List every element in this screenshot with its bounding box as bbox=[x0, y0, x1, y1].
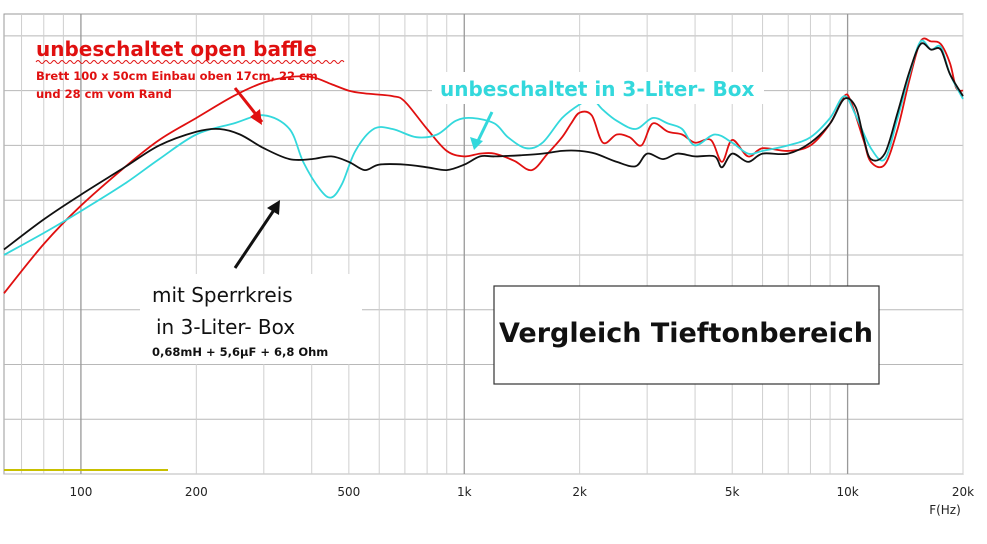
x-tick-label: 2k bbox=[572, 485, 587, 499]
filter-arrowhead bbox=[267, 200, 280, 215]
x-tick-label: 200 bbox=[185, 485, 208, 499]
x-tick-label: 100 bbox=[69, 485, 92, 499]
box-label-background bbox=[432, 72, 764, 104]
box-arrow bbox=[474, 111, 494, 146]
x-tick-label: 1k bbox=[457, 485, 472, 499]
filter-arrow bbox=[233, 206, 278, 269]
series-line-2 bbox=[3, 42, 964, 251]
open-baffle-label: unbeschaltet open baffle bbox=[36, 37, 317, 61]
open-baffle-annotation: unbeschaltet open baffle Brett 100 x 50c… bbox=[35, 37, 345, 125]
x-axis-unit: F(Hz) bbox=[929, 503, 961, 517]
filter-label-line-2: in 3-Liter- Box bbox=[156, 315, 295, 339]
box-annotation: unbeschaltet in 3-Liter- Box bbox=[432, 72, 764, 150]
x-tick-label: 10k bbox=[836, 485, 858, 499]
x-tick-label: 500 bbox=[337, 485, 360, 499]
filter-annotation: mit Sperrkreis in 3-Liter- Box 0,68mH + … bbox=[140, 200, 362, 364]
open-baffle-underline bbox=[35, 60, 345, 64]
chart-title: Vergleich Tieftonbereich bbox=[499, 318, 873, 349]
box-arrowhead bbox=[470, 137, 483, 150]
x-tick-labels: 100 200 500 1k 2k 5k 10k 20k bbox=[69, 485, 974, 499]
series-line-0 bbox=[3, 37, 964, 294]
filter-label-line-1: mit Sperrkreis bbox=[152, 283, 293, 307]
title-box: Vergleich Tieftonbereich bbox=[493, 285, 880, 385]
open-baffle-detail-2: und 28 cm vom Rand bbox=[36, 87, 172, 101]
box-label: unbeschaltet in 3-Liter- Box bbox=[440, 77, 754, 101]
x-tick-label: 20k bbox=[952, 485, 974, 499]
open-baffle-detail-1: Brett 100 x 50cm Einbau oben 17cm, 22 cm bbox=[36, 69, 318, 83]
x-tick-label: 5k bbox=[725, 485, 740, 499]
filter-label-background bbox=[140, 274, 362, 364]
filter-label-line-3: 0,68mH + 5,6µF + 6,8 Ohm bbox=[152, 345, 328, 359]
title-box-frame bbox=[493, 285, 880, 385]
open-baffle-arrowhead bbox=[250, 109, 262, 125]
